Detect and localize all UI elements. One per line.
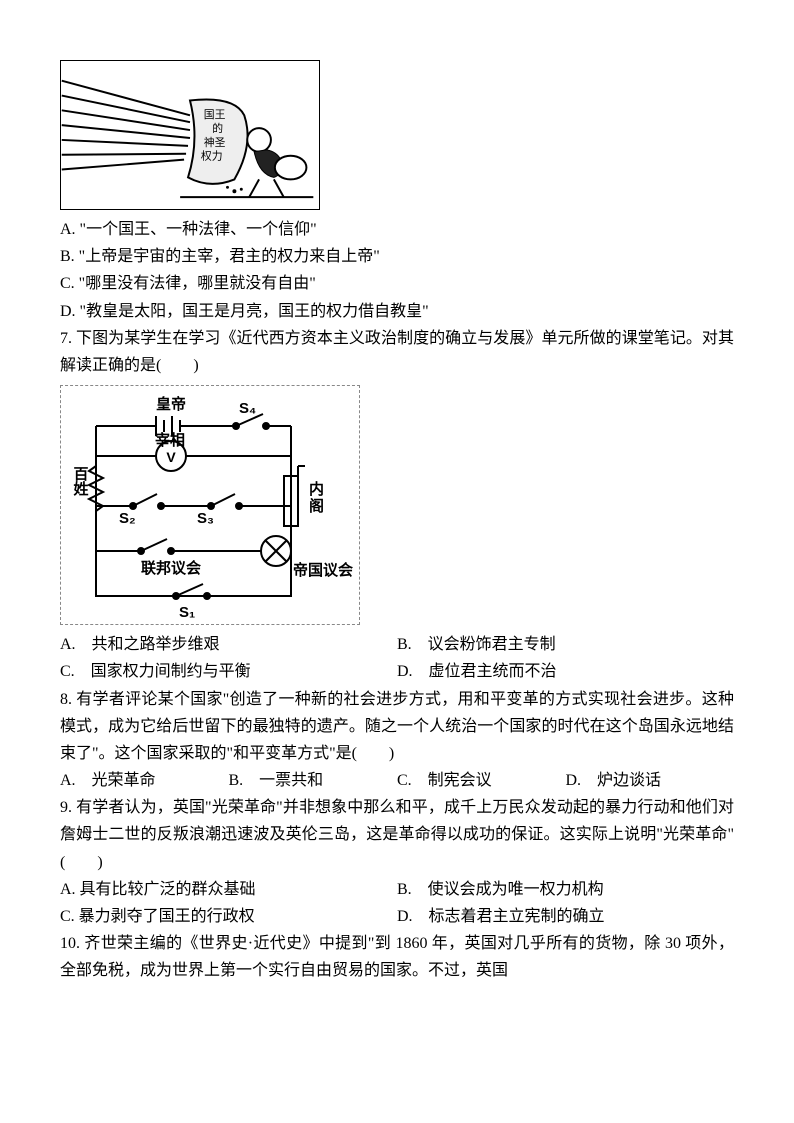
- lbl-s2: S₂: [119, 506, 136, 532]
- q8-option-b: B. 一票共和: [229, 767, 398, 794]
- svg-text:的: 的: [212, 121, 223, 135]
- lbl-s3: S₃: [197, 506, 214, 532]
- q9-option-d: D. 标志着君主立宪制的确立: [397, 903, 734, 930]
- lbl-s1: S₁: [179, 600, 195, 626]
- q9-option-b: B. 使议会成为唯一权力机构: [397, 876, 734, 903]
- circuit-diagram: V 皇帝 S₄ 宰相 百姓 S₂ S₃ 内阁 联邦议会 帝国议会 S₁: [60, 385, 360, 625]
- svg-text:国王: 国王: [204, 108, 226, 121]
- lbl-cabinet: 内阁: [309, 482, 324, 515]
- q9-option-a: A. 具有比较广泛的群众基础: [60, 876, 397, 903]
- q7-option-d: D. 虚位君主统而不治: [397, 658, 734, 685]
- cartoon-king-power: 国王 的 神圣 权力: [60, 60, 320, 210]
- q8-option-a: A. 光荣革命: [60, 767, 229, 794]
- q8-stem: 8. 有学者评论某个国家"创造了一种新的社会进步方式，用和平变革的方式实现社会进…: [60, 686, 734, 768]
- q7-option-b: B. 议会粉饰君主专制: [397, 631, 734, 658]
- q6-option-b: B. "上帝是宇宙的主宰，君主的权力来自上帝": [60, 243, 734, 270]
- q8-option-c: C. 制宪会议: [397, 767, 566, 794]
- q7-option-c: C. 国家权力间制约与平衡: [60, 658, 397, 685]
- q7-stem: 7. 下图为某学生在学习《近代西方资本主义政治制度的确立与发展》单元所做的课堂笔…: [60, 325, 734, 379]
- svg-text:神圣: 神圣: [204, 135, 226, 149]
- q9-stem: 9. 有学者认为，英国"光荣革命"并非想象中那么和平，成千上万民众发动起的暴力行…: [60, 794, 734, 876]
- lbl-people: 百姓: [67, 466, 93, 496]
- q6-option-d: D. "教皇是太阳，国王是月亮，国王的权力借自教皇": [60, 298, 734, 325]
- q8-option-d: D. 炉边谈话: [566, 767, 735, 794]
- lbl-chancellor: 宰相: [155, 428, 185, 454]
- svg-text:权力: 权力: [201, 150, 223, 163]
- q7-option-a: A. 共和之路举步维艰: [60, 631, 397, 658]
- q6-option-a: A. "一个国王、一种法律、一个信仰": [60, 216, 734, 243]
- q6-option-c: C. "哪里没有法律，哪里就没有自由": [60, 270, 734, 297]
- lbl-emperor: 皇帝: [156, 392, 186, 418]
- q9-option-c: C. 暴力剥夺了国王的行政权: [60, 903, 397, 930]
- q10-stem: 10. 齐世荣主编的《世界史·近代史》中提到"到 1860 年，英国对几乎所有的…: [60, 930, 734, 984]
- lbl-imperial: 帝国议会: [293, 558, 353, 584]
- lbl-federal: 联邦议会: [141, 556, 201, 582]
- lbl-s4: S₄: [239, 396, 256, 422]
